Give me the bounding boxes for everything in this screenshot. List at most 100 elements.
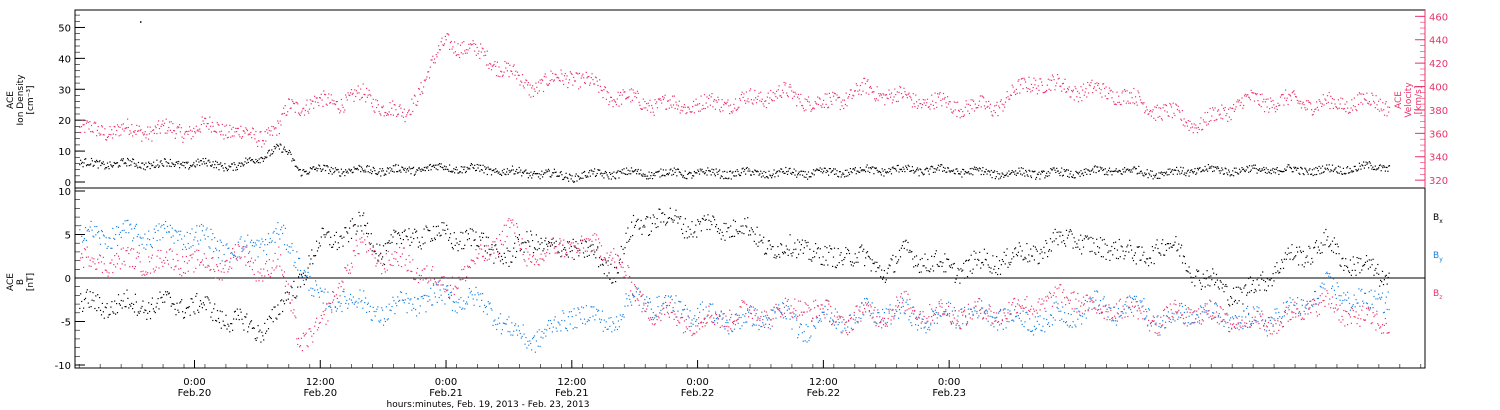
bx-series-point bbox=[890, 258, 892, 260]
density-series-point bbox=[1037, 173, 1039, 176]
by-series-point bbox=[251, 245, 253, 247]
velocity-series-point bbox=[210, 125, 212, 127]
density-series-point bbox=[193, 162, 195, 164]
velocity-series-point bbox=[402, 116, 405, 118]
density-series-point bbox=[916, 168, 918, 171]
density-series-point bbox=[978, 167, 981, 169]
bx-series-point bbox=[311, 249, 313, 251]
by-series-point bbox=[112, 227, 114, 229]
bx-series-point bbox=[887, 267, 889, 269]
bx-series-point bbox=[1006, 248, 1008, 250]
density-series-point bbox=[1092, 168, 1094, 170]
bx-series-point bbox=[1361, 269, 1363, 271]
density-series-point bbox=[989, 171, 991, 173]
bx-series-point bbox=[1081, 253, 1083, 255]
bx-series-point bbox=[470, 245, 472, 247]
velocity-series-point bbox=[599, 79, 601, 81]
bx-series-point bbox=[513, 247, 515, 249]
bx-series-point bbox=[892, 254, 894, 256]
density-series-point bbox=[1065, 170, 1067, 172]
density-series-point bbox=[532, 174, 534, 176]
density-series-point bbox=[1189, 171, 1191, 173]
bx-series-point bbox=[1131, 257, 1134, 259]
velocity-series-point bbox=[362, 83, 364, 85]
by-series-point bbox=[96, 225, 98, 228]
density-series-point bbox=[1227, 174, 1229, 176]
density-series-point bbox=[461, 172, 463, 174]
bx-series-point bbox=[755, 243, 757, 245]
velocity-series-point bbox=[341, 104, 343, 106]
velocity-series-point bbox=[1077, 101, 1080, 103]
bx-series-point bbox=[608, 272, 610, 274]
density-series-point bbox=[490, 174, 493, 176]
density-series-point bbox=[483, 172, 485, 174]
velocity-series-point bbox=[1151, 111, 1153, 113]
bx-series-point bbox=[1026, 243, 1028, 245]
bx-series-point bbox=[519, 250, 521, 252]
density-series-point bbox=[268, 149, 270, 151]
density-series-point bbox=[1301, 168, 1303, 170]
by-series-point bbox=[332, 291, 334, 293]
velocity-series-point bbox=[1207, 111, 1209, 114]
velocity-series-point bbox=[175, 133, 177, 135]
velocity-series-point bbox=[1213, 120, 1215, 122]
by-series-point bbox=[284, 227, 286, 229]
bx-series-point bbox=[1086, 235, 1088, 237]
density-series-point bbox=[376, 173, 379, 176]
bx-series-point bbox=[861, 244, 863, 246]
velocity-series-point bbox=[1085, 88, 1087, 90]
bx-series-point bbox=[1123, 258, 1125, 260]
bx-series-point bbox=[944, 253, 946, 255]
by-series-point bbox=[219, 239, 221, 241]
density-series-point bbox=[647, 178, 649, 180]
density-series-point bbox=[961, 176, 963, 178]
velocity-series-point bbox=[927, 106, 929, 108]
velocity-series-point bbox=[1004, 106, 1006, 108]
density-series-point bbox=[654, 175, 656, 177]
bx-series-point bbox=[1155, 244, 1157, 246]
density-series-point bbox=[1249, 170, 1251, 173]
velocity-series-point bbox=[871, 91, 873, 93]
bx-series-point bbox=[693, 232, 695, 234]
by-series-point bbox=[361, 299, 363, 302]
bx-series-point bbox=[844, 256, 846, 259]
velocity-series-point bbox=[454, 41, 456, 43]
bx-series-point bbox=[252, 327, 254, 329]
velocity-series-point bbox=[668, 107, 670, 109]
bx-series-point bbox=[402, 239, 404, 241]
bx-series-point bbox=[786, 248, 788, 250]
velocity-series-point bbox=[918, 99, 920, 101]
bx-series-point bbox=[778, 253, 780, 256]
bx-series-point bbox=[794, 242, 796, 244]
velocity-series-point bbox=[1334, 103, 1336, 105]
density-series-point bbox=[466, 166, 468, 168]
bx-series-point bbox=[1092, 237, 1094, 240]
bx-series-point bbox=[224, 325, 226, 327]
bx-series-point bbox=[116, 303, 118, 305]
velocity-series-point bbox=[330, 94, 332, 96]
bx-series-point bbox=[750, 227, 752, 229]
density-series-point bbox=[1269, 169, 1272, 171]
density-series-point bbox=[982, 167, 984, 169]
bx-series-point bbox=[864, 265, 866, 267]
bx-series-point bbox=[1281, 259, 1283, 261]
density-series-point bbox=[682, 175, 685, 177]
density-series-point bbox=[1071, 176, 1073, 178]
velocity-series-point bbox=[950, 108, 952, 110]
bx-series-point bbox=[467, 233, 469, 235]
velocity-series-point bbox=[651, 104, 653, 107]
velocity-series-point bbox=[1375, 95, 1377, 97]
velocity-series-point bbox=[480, 43, 482, 45]
bx-series-point bbox=[267, 328, 270, 330]
velocity-series-point bbox=[248, 133, 250, 135]
velocity-series-point bbox=[1294, 93, 1296, 95]
density-series-point bbox=[681, 174, 683, 176]
bx-series-point bbox=[405, 235, 407, 237]
bx-series-point bbox=[418, 241, 420, 243]
density-series-point bbox=[122, 158, 124, 160]
velocity-series-point bbox=[686, 112, 688, 114]
density-series-point bbox=[725, 177, 727, 179]
bx-series-point bbox=[162, 301, 164, 303]
density-series-point bbox=[431, 165, 433, 168]
velocity-series-point bbox=[890, 92, 893, 94]
